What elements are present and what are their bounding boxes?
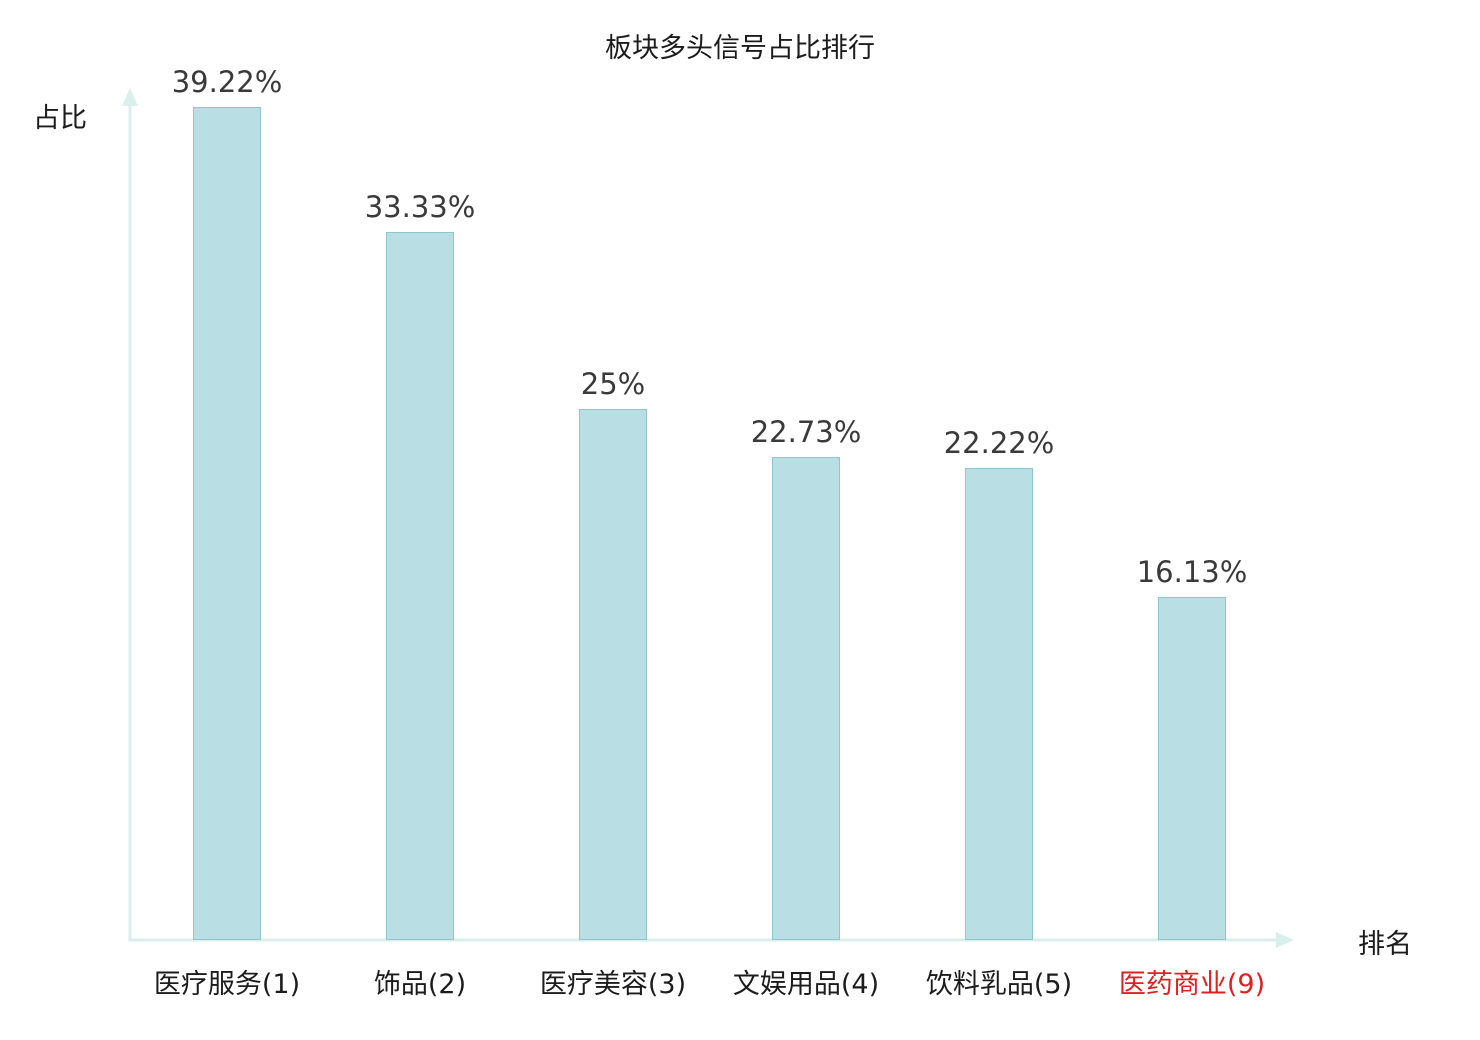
category-label: 饰品(2) [373,969,467,1000]
bar [386,232,454,940]
category-label: 医疗服务(1) [153,969,301,1000]
y-axis-arrow-icon [122,88,138,106]
bar-value-label: 22.73% [750,415,862,449]
category-label: 文娱用品(4) [732,969,880,1000]
chart-title: 板块多头信号占比排行 [605,33,875,64]
bar [193,107,261,940]
bar [1158,597,1226,940]
bar-value-label: 16.13% [1136,555,1248,589]
bar [579,409,647,940]
bar [772,457,840,940]
category-label: 医药商业(9) [1118,969,1266,1000]
category-label: 饮料乳品(5) [925,969,1073,1000]
bar-value-label: 39.22% [171,65,283,99]
x-axis-label: 排名 [1358,929,1412,960]
bar-value-label: 22.22% [943,426,1055,460]
x-axis-arrow-icon [1276,932,1294,948]
bar [965,468,1033,940]
y-axis-label: 占比 [33,103,87,134]
bar-value-label: 25% [580,367,646,401]
bar-value-label: 33.33% [364,190,476,224]
category-label: 医疗美容(3) [539,969,687,1000]
